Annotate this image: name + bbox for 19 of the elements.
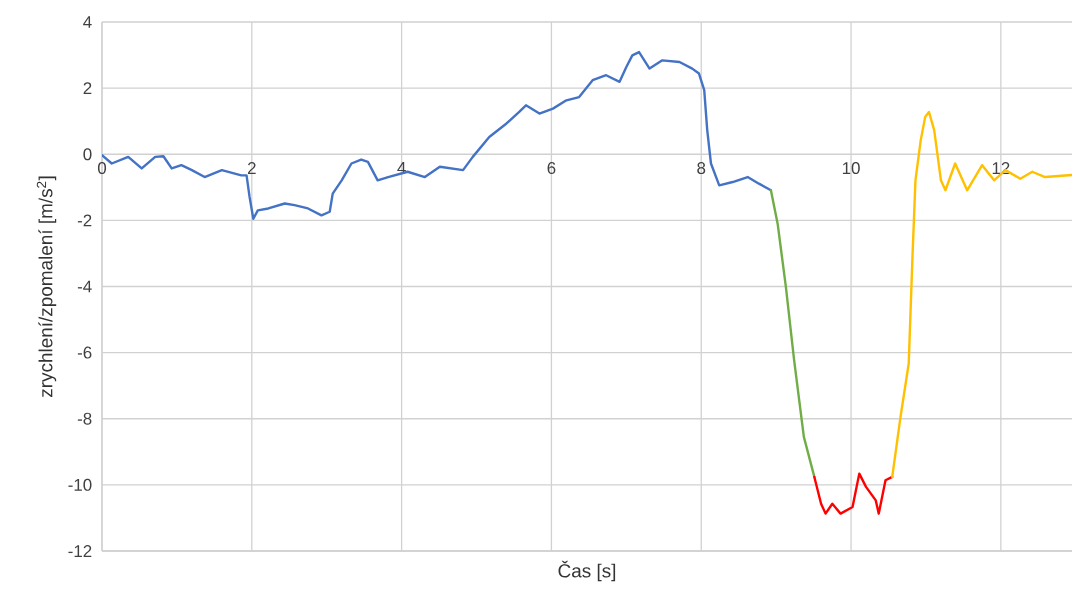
y-tick-label: -4 <box>77 280 92 293</box>
x-tick-label: 10 <box>842 162 860 175</box>
line-series <box>891 110 1073 479</box>
y-tick-label: -10 <box>68 478 92 491</box>
x-tick-label: 2 <box>247 162 256 174</box>
line-series <box>769 189 816 479</box>
x-axis-title: Čas [s] <box>558 560 616 582</box>
y-tick-label: -2 <box>77 214 92 227</box>
x-tick-label: 6 <box>547 162 556 175</box>
y-tick-label: -12 <box>68 545 92 557</box>
y-tick-label: -6 <box>77 346 92 359</box>
y-tick-label: -8 <box>77 412 92 425</box>
y-axis-title: zrychlení/zpomalení [m/s$^{2}$] <box>36 176 57 397</box>
x-tick-label: 0 <box>97 162 107 175</box>
y-tick-label: 2 <box>83 82 92 95</box>
y-tick-label: 4 <box>83 16 92 28</box>
x-tick-label: 8 <box>697 162 706 175</box>
y-tick-label: 0 <box>83 148 92 161</box>
line-series <box>813 472 894 515</box>
